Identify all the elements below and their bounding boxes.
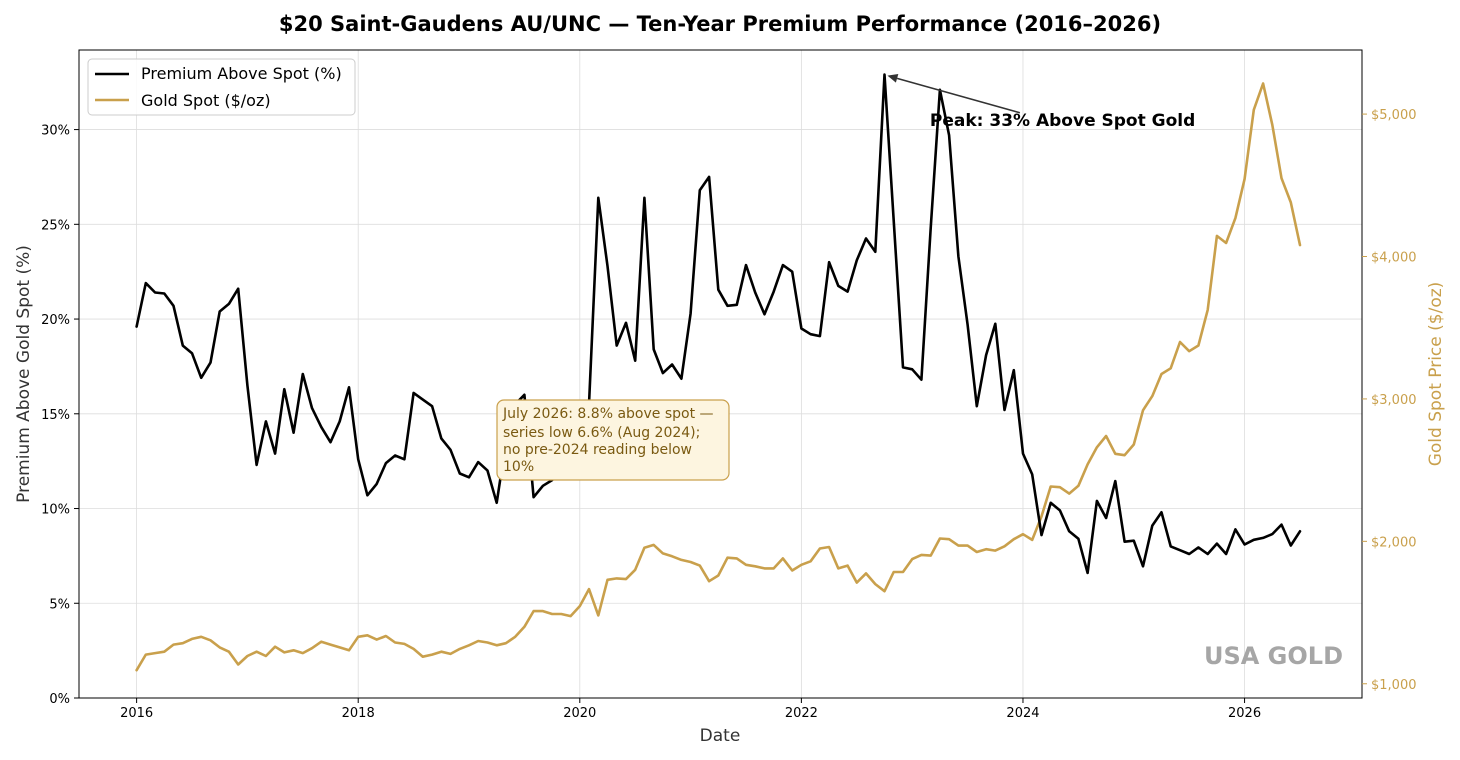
callout-box: July 2026: 8.8% above spot — series low …	[496, 399, 730, 481]
callout-line-1: July 2026: 8.8% above spot —	[502, 406, 714, 422]
y-right-tick-label: $1,000	[1371, 678, 1417, 693]
gold-spot-series	[135, 82, 1302, 672]
y-left-tick-label: 30%	[41, 124, 70, 139]
y-left-tick-label: 5%	[49, 597, 70, 612]
premium-series	[135, 73, 1302, 575]
y-left-tick-label: 20%	[41, 313, 70, 328]
peak-label: Peak: 33% Above Spot Gold	[930, 111, 1195, 131]
callout-line-3: no pre-2024 reading below	[503, 442, 692, 458]
premium-line	[135, 73, 1302, 575]
callout-box-frame	[496, 399, 730, 481]
x-tick-label: 2026	[1228, 706, 1261, 721]
peak-annotation: Peak: 33% Above Spot Gold	[887, 74, 1195, 131]
right-axis-label: Gold Spot Price ($/oz)	[1426, 282, 1446, 467]
x-tick-label: 2018	[342, 706, 375, 721]
legend-premium-label: Premium Above Spot (%)	[141, 64, 342, 83]
x-axis-ticks: 2016 2018 2020 2022 2024 2026	[120, 698, 1261, 721]
x-axis-label: Date	[700, 726, 741, 746]
legend: Premium Above Spot (%) Gold Spot ($/oz)	[87, 58, 356, 116]
callout-line-4: 10%	[503, 459, 534, 475]
y-right-tick-label: $5,000	[1371, 108, 1417, 123]
peak-arrow	[896, 77, 1021, 114]
peak-arrow-head	[887, 74, 899, 83]
x-tick-label: 2016	[120, 706, 153, 721]
y-right-tick-label: $2,000	[1371, 535, 1417, 550]
legend-box	[87, 58, 356, 116]
y-right-tick-label: $4,000	[1371, 251, 1417, 266]
y-left-tick-label: 15%	[41, 408, 70, 423]
plot-frame	[78, 49, 1363, 699]
x-tick-label: 2022	[785, 706, 818, 721]
watermark: USA GOLD	[1204, 642, 1343, 670]
y-right-tick-label: $3,000	[1371, 393, 1417, 408]
chart-title: $20 Saint-Gaudens AU/UNC — Ten-Year Prem…	[279, 12, 1161, 36]
y-left-tick-label: 25%	[41, 218, 70, 233]
y-left-tick-label: 10%	[41, 503, 70, 518]
callout-line-2: series low 6.6% (Aug 2024);	[503, 425, 700, 441]
y-left-tick-label: 0%	[49, 692, 70, 707]
left-axis-ticks: 0% 5% 10% 15% 20% 25% 30%	[41, 124, 79, 707]
left-axis-label: Premium Above Gold Spot (%)	[14, 245, 34, 503]
x-tick-label: 2020	[563, 706, 596, 721]
legend-gold-label: Gold Spot ($/oz)	[141, 91, 271, 110]
gold-spot-line	[135, 82, 1302, 672]
x-tick-label: 2024	[1006, 706, 1039, 721]
right-axis-ticks: $1,000 $2,000 $3,000 $4,000 $5,000	[1362, 108, 1417, 693]
